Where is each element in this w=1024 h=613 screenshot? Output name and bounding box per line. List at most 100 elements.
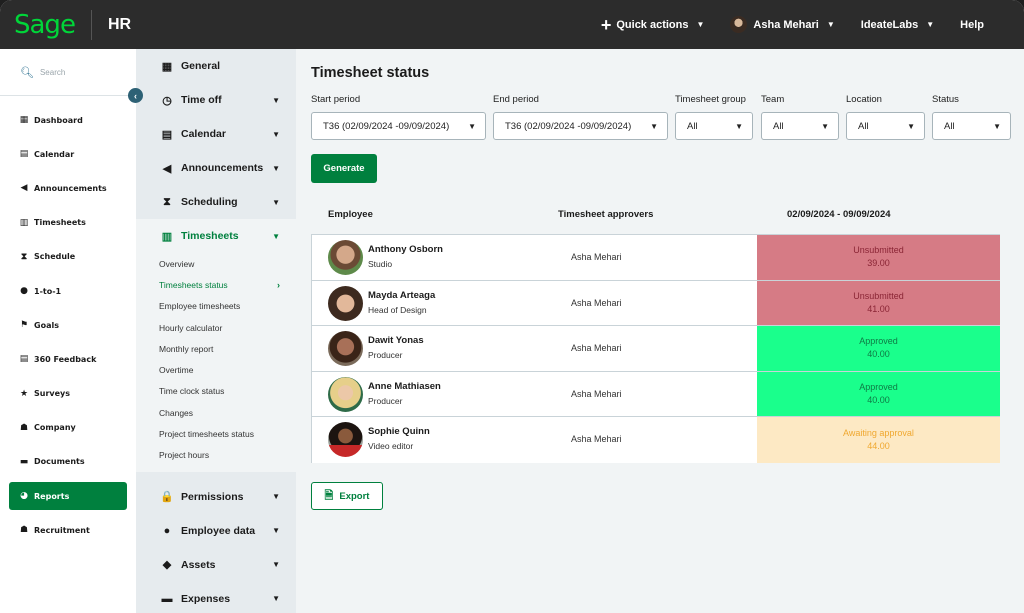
caret-down-icon: ▼ bbox=[272, 594, 280, 604]
column-header-approvers[interactable]: Timesheet approvers bbox=[558, 209, 654, 220]
column-header-employee[interactable]: Employee bbox=[328, 209, 373, 220]
location-label: Location bbox=[846, 94, 882, 105]
employee-role: Studio bbox=[368, 259, 393, 269]
subnav-permissions[interactable]: 🔒 Permissions ▼ bbox=[136, 480, 296, 514]
sidebar-item-surveys[interactable]: ★ Surveys bbox=[0, 377, 136, 411]
user-icon: ● bbox=[163, 524, 171, 537]
subnav-link-changes[interactable]: Changes bbox=[159, 407, 194, 418]
main-nav: ▦ Dashboard ▤ Calendar ◀ Announcements ▥ Tim… bbox=[0, 96, 136, 547]
sidebar-item-calendar[interactable]: ▤ Calendar bbox=[0, 137, 136, 171]
table-row[interactable]: Anthony Osborn Studio Asha Mehari Unsubm… bbox=[312, 235, 1000, 281]
lock-icon: 🔒 bbox=[160, 491, 174, 504]
export-button[interactable]: 🗎︎ Export bbox=[311, 482, 383, 510]
help-link[interactable]: Help bbox=[960, 19, 984, 31]
status-cell-approved[interactable]: Approved 40.00 bbox=[757, 326, 1000, 371]
status-label: Awaiting approval bbox=[843, 427, 914, 438]
status-label: Status bbox=[932, 94, 959, 105]
subnav-bottom: 🔒 Permissions ▼ ● Employee data ▼ ◆ Assets ▼ ▬… bbox=[136, 480, 296, 613]
subnav-assets[interactable]: ◆ Assets ▼ bbox=[136, 548, 296, 582]
status-cell-unsubmitted[interactable]: Unsubmitted 39.00 bbox=[757, 235, 1000, 280]
timesheet-group-select[interactable]: All ▼ bbox=[675, 112, 753, 140]
status-cell-approved[interactable]: Approved 40.00 bbox=[757, 371, 1000, 416]
sidebar-item-timesheets[interactable]: ▥ Timesheets bbox=[0, 206, 136, 240]
caret-down-icon: ▼ bbox=[272, 129, 280, 139]
chevron-left-icon: ‹ bbox=[134, 90, 137, 101]
folder-icon: ▬ bbox=[19, 456, 29, 467]
end-period-label: End period bbox=[493, 94, 539, 105]
subnav-link-project-timesheets-status[interactable]: Project timesheets status bbox=[159, 429, 254, 440]
plus-icon: + bbox=[600, 14, 612, 35]
table-row[interactable]: Sophie Quinn Video editor Asha Mehari Aw… bbox=[312, 417, 1000, 463]
employee-name[interactable]: Sophie Quinn bbox=[368, 426, 430, 437]
sidebar-item-reports[interactable]: ◕ Reports bbox=[9, 482, 127, 511]
subnav-label: Timesheets bbox=[181, 230, 239, 242]
subnav-link-employee-timesheets[interactable]: Employee timesheets bbox=[159, 301, 241, 312]
sidebar-item-dashboard[interactable]: ▦ Dashboard bbox=[0, 103, 136, 137]
subnav-link-monthly-report[interactable]: Monthly report bbox=[159, 343, 214, 354]
sage-logo[interactable]: Sage bbox=[14, 9, 76, 40]
subnav-expenses[interactable]: ▬ Expenses ▼ bbox=[136, 582, 296, 613]
sidebar-item-announcements[interactable]: ◀ Announcements bbox=[0, 171, 136, 205]
sidebar-item-label: Documents bbox=[34, 457, 85, 467]
megaphone-icon: ◀ bbox=[20, 183, 28, 194]
table-row[interactable]: Mayda Arteaga Head of Design Asha Mehari… bbox=[312, 280, 1000, 326]
caret-down-icon: ▼ bbox=[926, 20, 935, 29]
status-cell-unsubmitted[interactable]: Unsubmitted 41.00 bbox=[757, 280, 1000, 325]
start-period-label: Start period bbox=[311, 94, 361, 105]
start-period-select[interactable]: T36 (02/09/2024 -09/09/2024) ▼ bbox=[311, 112, 486, 140]
subnav-link-timesheets-status[interactable]: Timesheets status › bbox=[136, 274, 296, 295]
status-select[interactable]: All ▼ bbox=[932, 112, 1011, 140]
employee-name[interactable]: Dawit Yonas bbox=[368, 335, 424, 346]
collapse-sidebar-button[interactable]: ‹ bbox=[128, 88, 143, 103]
subnav-time-off[interactable]: ◷ Time off ▼ bbox=[136, 83, 296, 117]
end-period-select[interactable]: T36 (02/09/2024 -09/09/2024) ▼ bbox=[493, 112, 668, 140]
user-menu[interactable]: Asha Mehari ▼ bbox=[730, 16, 835, 33]
location-select[interactable]: All ▼ bbox=[846, 112, 925, 140]
sidebar-item-company[interactable]: ☗ Company bbox=[0, 411, 136, 445]
sidebar-item-schedule[interactable]: ⧗ Schedule bbox=[0, 240, 136, 274]
timesheet-table: Anthony Osborn Studio Asha Mehari Unsubm… bbox=[311, 234, 1000, 463]
column-header-period[interactable]: 02/09/2024 - 09/09/2024 bbox=[787, 209, 891, 220]
quick-actions-label: Quick actions bbox=[616, 18, 689, 31]
status-cell-awaiting[interactable]: Awaiting approval 44.00 bbox=[757, 417, 1000, 463]
search-input[interactable]: 🔍︎ Search bbox=[0, 49, 136, 96]
subnav-link-hourly-calculator[interactable]: Hourly calculator bbox=[159, 322, 223, 333]
subnav-announcements[interactable]: ◀ Announcements ▼ bbox=[136, 151, 296, 185]
subnav-scheduling[interactable]: ⧗ Scheduling ▼ bbox=[136, 185, 296, 219]
sidebar-item-recruitment[interactable]: ☗ Recruitment bbox=[0, 513, 136, 547]
quick-actions-menu[interactable]: + Quick actions ▼ bbox=[601, 16, 705, 34]
team-select[interactable]: All ▼ bbox=[761, 112, 839, 140]
employee-name[interactable]: Mayda Arteaga bbox=[368, 289, 436, 301]
subnav-employee-data[interactable]: ● Employee data ▼ bbox=[136, 514, 296, 548]
avatar bbox=[328, 331, 363, 366]
subnav-label: Permissions bbox=[181, 490, 244, 503]
avatar bbox=[328, 422, 363, 457]
employee-role: Video editor bbox=[368, 441, 414, 451]
caret-down-icon: ▼ bbox=[821, 121, 829, 131]
user-avatar bbox=[730, 16, 748, 33]
sidebar-item-label: Reports bbox=[34, 491, 70, 501]
subnav-timesheets[interactable]: ▥ Timesheets ▼ bbox=[136, 219, 296, 253]
sidebar-item-label: Schedule bbox=[34, 252, 76, 262]
subnav-link-overview[interactable]: Overview bbox=[159, 258, 195, 269]
sidebar-item-360-feedback[interactable]: ▤ 360 Feedback bbox=[0, 342, 136, 376]
sidebar-item-documents[interactable]: ▬ Documents bbox=[0, 445, 136, 479]
sidebar-item-1-to-1[interactable]: ● 1-to-1 bbox=[0, 274, 136, 308]
caret-down-icon: ▼ bbox=[696, 20, 705, 29]
select-value: All bbox=[944, 120, 955, 132]
subnav-general[interactable]: ▦ General bbox=[136, 49, 296, 83]
subnav-link-overtime[interactable]: Overtime bbox=[159, 365, 194, 376]
employee-name[interactable]: Anthony Osborn bbox=[368, 244, 443, 255]
subnav-calendar[interactable]: ▤ Calendar ▼ bbox=[136, 117, 296, 151]
sidebar-item-goals[interactable]: ⚑ Goals bbox=[0, 308, 136, 342]
table-row[interactable]: Dawit Yonas Producer Asha Mehari Approve… bbox=[312, 326, 1000, 372]
generate-button[interactable]: Generate bbox=[311, 154, 377, 183]
subnav-link-time-clock-status[interactable]: Time clock status bbox=[159, 386, 225, 397]
team-label: Team bbox=[761, 94, 785, 105]
status-label: Unsubmitted bbox=[853, 245, 904, 256]
subnav-link-project-hours[interactable]: Project hours bbox=[159, 450, 210, 461]
select-value: All bbox=[687, 120, 698, 132]
employee-name[interactable]: Anne Mathiasen bbox=[368, 380, 441, 392]
table-row[interactable]: Anne Mathiasen Producer Asha Mehari Appr… bbox=[312, 371, 1000, 417]
company-menu[interactable]: IdeateLabs ▼ bbox=[861, 19, 934, 31]
